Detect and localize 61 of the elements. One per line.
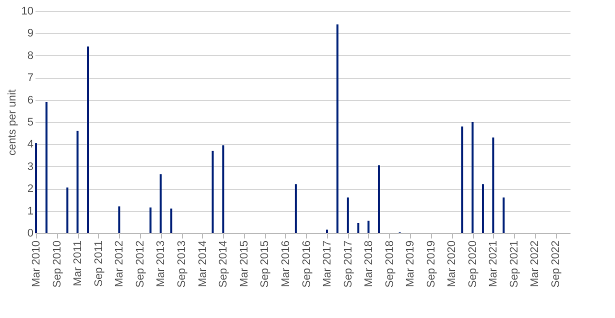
x-tick-label: Mar 2021 — [488, 240, 500, 287]
bar — [346, 197, 349, 233]
bar — [326, 230, 328, 233]
x-tick-label: Sep 2018 — [384, 240, 396, 288]
bar — [294, 184, 297, 233]
y-tick-label: 8 — [27, 50, 34, 62]
bar — [66, 187, 68, 233]
bar — [492, 138, 494, 233]
x-tick-label: Sep 2022 — [550, 240, 562, 288]
bar — [170, 208, 172, 233]
bar — [45, 102, 48, 233]
x-tick-label: Mar 2014 — [196, 240, 209, 287]
x-tick-label: Sep 2011 — [92, 240, 105, 287]
y-tick-label: 4 — [27, 138, 34, 151]
bar — [149, 207, 152, 233]
x-tick-label: Sep 2013 — [176, 240, 188, 288]
bar — [367, 220, 370, 233]
bar — [76, 130, 79, 233]
y-tick-label: 5 — [27, 116, 34, 128]
y-tick-label: 7 — [27, 72, 34, 84]
bar — [87, 46, 90, 233]
bar — [222, 145, 224, 233]
x-tick-label: Sep 2010 — [51, 240, 64, 288]
x-tick-label: Sep 2019 — [425, 240, 438, 288]
bar — [336, 24, 338, 233]
bar — [160, 174, 162, 233]
bar — [461, 126, 464, 233]
bar — [357, 223, 360, 233]
x-tick-label: Mar 2018 — [362, 240, 375, 287]
x-tick-label: Mar 2022 — [529, 240, 542, 287]
bar — [35, 143, 38, 233]
x-tick-label: Mar 2017 — [321, 240, 334, 287]
bar — [118, 206, 120, 233]
x-tick-label: Sep 2012 — [134, 240, 147, 288]
y-tick-label: 3 — [27, 160, 34, 173]
x-tick-label: Sep 2016 — [300, 240, 313, 288]
bar — [502, 197, 505, 233]
x-tick-label: Mar 2015 — [238, 240, 250, 287]
bar — [482, 184, 484, 233]
x-tick-label: Mar 2013 — [155, 240, 168, 287]
x-tick-label: Mar 2010 — [30, 240, 43, 287]
y-tick-label: 1 — [27, 205, 34, 218]
y-tick-label: 6 — [27, 94, 34, 106]
y-tick-label: 2 — [27, 183, 34, 196]
x-tick-label: Sep 2015 — [259, 240, 272, 288]
x-tick-label: Mar 2011 — [72, 240, 84, 286]
x-tick-label: Sep 2014 — [218, 240, 230, 288]
y-tick-label: 9 — [27, 28, 34, 40]
x-tick-label: Sep 2017 — [342, 240, 354, 288]
x-tick-label: Sep 2021 — [508, 240, 521, 288]
y-tick-label: 10 — [21, 6, 34, 18]
bar — [378, 165, 380, 233]
x-tick-label: Mar 2020 — [446, 240, 458, 287]
x-tick-label: Mar 2019 — [404, 240, 417, 287]
y-axis-title: cents per unit — [6, 89, 18, 156]
y-tick-label: 0 — [27, 228, 34, 240]
bar — [212, 150, 214, 233]
x-tick-label: Sep 2020 — [467, 240, 480, 288]
x-tick-label: Mar 2012 — [114, 240, 126, 287]
bar — [472, 122, 474, 233]
x-tick-label: Mar 2016 — [280, 240, 292, 287]
